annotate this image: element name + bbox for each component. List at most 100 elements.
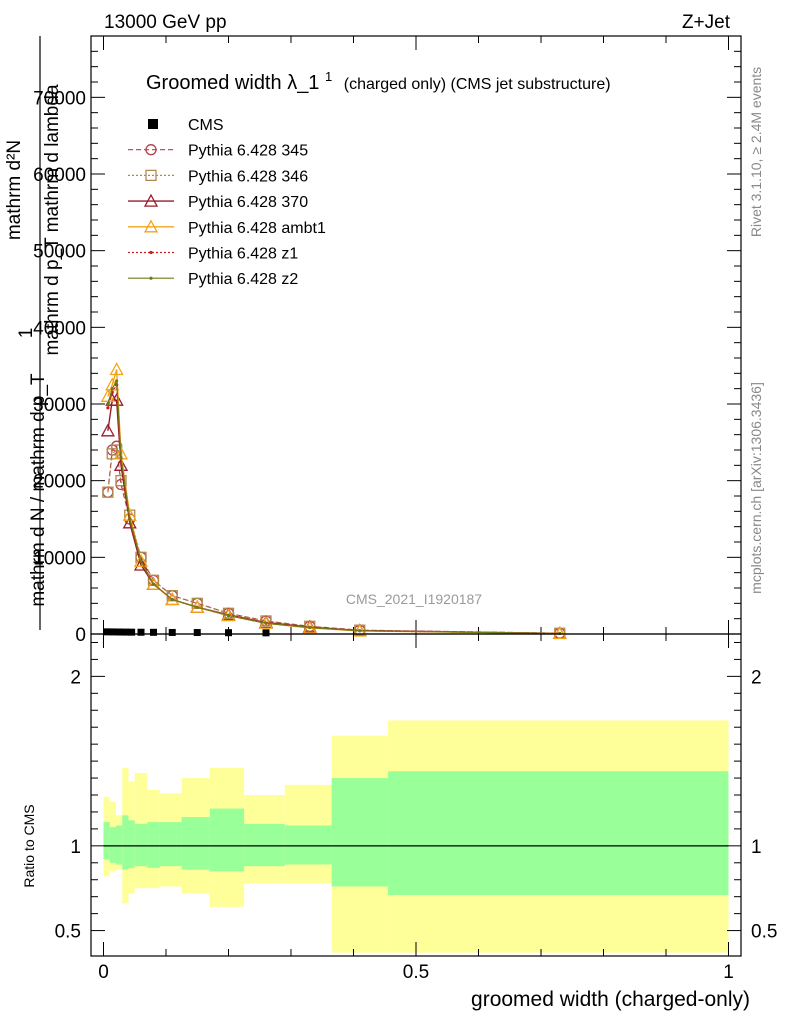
point-cms-9: [225, 629, 232, 637]
main-ylabel-num: 1: [16, 328, 37, 339]
point-cms-8: [193, 629, 201, 637]
point-z2-6: [151, 582, 156, 586]
legend-marker-cms: [148, 119, 158, 129]
legend-label-p370: Pythia 6.428 370: [188, 194, 308, 211]
title-lambda: λ_1: [287, 72, 319, 94]
point-cms-4: [128, 628, 136, 636]
band-inner-8: [181, 817, 210, 870]
ratio-ytick-label-right-0: 0.5: [751, 922, 777, 943]
band-inner-1: [109, 827, 116, 863]
point-cms-5: [137, 628, 145, 636]
point-p370-3: [113, 457, 129, 471]
point-z2-12: [358, 629, 362, 633]
ratio-ytick-label-2: 2: [70, 667, 81, 688]
series-z2: [106, 378, 562, 636]
band-inner-9: [209, 808, 245, 872]
ratio-xtick-label-0: 0: [98, 962, 109, 983]
point-ambt1-6: [146, 576, 161, 590]
point-z2-0: [106, 402, 110, 406]
ratio-panel: 0 0.5 1 0.5 0.5 1 1 2 2: [55, 633, 777, 983]
legend: CMS Pythia 6.428 345 Pythia 6.428 346 Pythi…: [128, 117, 326, 288]
watermark: CMS_2021_I1920187: [346, 591, 482, 607]
point-z2-2: [115, 379, 119, 383]
point-p370-5: [133, 557, 149, 571]
point-cms-6: [150, 628, 157, 636]
main-ytick-label-0: 0: [75, 625, 86, 646]
main-panel: 0 10000 20000 30000 40000 50000 60000 70000: [33, 35, 742, 646]
main-title: Groomed width λ_1 1 (charged only) (CMS …: [146, 64, 611, 94]
ratio-ylabel: Ratio to CMS: [21, 804, 37, 887]
rivet-version-label: Rivet 3.1.10, ≥ 2.4M events: [748, 67, 764, 237]
band-inner-6: [147, 822, 160, 868]
main-ytick-label-3: 30000: [33, 395, 86, 416]
header-left: 13000 GeV pp: [104, 12, 227, 33]
legend-marker-ambt1: [143, 219, 159, 233]
legend-label-cms: CMS: [188, 117, 224, 134]
point-cms-7: [168, 628, 176, 636]
series-cms: [103, 628, 270, 637]
title-main: Groomed width: [146, 72, 282, 94]
main-ytick-label-5: 50000: [33, 242, 86, 263]
point-ambt1-5: [133, 553, 149, 567]
point-ambt1-7: [165, 592, 180, 606]
band-inner-11: [284, 825, 332, 865]
series-line-p345: [107, 444, 560, 634]
point-z2-11: [308, 625, 312, 630]
point-cms-1: [109, 628, 117, 636]
band-inner-13: [387, 771, 729, 895]
main-ytick-label-2: 20000: [33, 472, 86, 493]
legend-marker-p370: [143, 193, 159, 207]
point-z2-8: [195, 605, 199, 609]
point-z2-5: [139, 559, 143, 563]
series-p346: [102, 444, 566, 639]
point-p346-0: [102, 486, 114, 498]
legend-label-p345: Pythia 6.428 345: [188, 143, 308, 160]
band-inner-2: [116, 825, 123, 865]
point-p346-3: [115, 475, 127, 487]
point-cms-3: [121, 628, 129, 636]
main-ylabel-fraction: 1: [16, 328, 37, 339]
point-z2-7: [170, 597, 174, 602]
point-ambt1-2: [109, 362, 124, 376]
point-z2-4: [128, 517, 132, 521]
band-inner-12: [331, 778, 388, 887]
point-z2-1: [110, 387, 114, 391]
legend-label-z2: Pythia 6.428 z2: [188, 271, 298, 288]
main-ylabel-den: mathrm d N / mathrm d p_T: [28, 373, 49, 607]
series-line-z2: [107, 378, 560, 635]
ratio-xtick-label-2: 1: [723, 962, 734, 983]
point-cms-0: [103, 628, 111, 636]
series-p370: [100, 392, 567, 640]
band-inner-5: [134, 823, 148, 867]
point-z2-10: [264, 621, 268, 625]
band-inner-10: [244, 823, 285, 867]
ratio-ytick-label-right-1: 1: [751, 837, 762, 858]
point-z2-9: [226, 614, 231, 618]
ratio-xtick-label-1: 0.5: [403, 962, 429, 983]
point-cms-10: [262, 629, 270, 637]
legend-marker-z2: [149, 276, 153, 280]
series-line-p346: [107, 448, 560, 634]
main-ytick-label-4: 40000: [33, 318, 86, 339]
point-z2-3: [119, 456, 123, 460]
mcplots-label: mcplots.cern.ch [arXiv:1306.3436]: [748, 382, 764, 594]
ratio-ytick-label-0: 0.5: [55, 922, 81, 943]
band-inner-0: [103, 822, 110, 860]
ratio-ytick-label-right-2: 2: [751, 667, 762, 688]
title-rest: (charged only) (CMS jet substructure): [344, 76, 611, 93]
band-inner-3: [122, 815, 129, 870]
header-right: Z+Jet: [682, 12, 731, 33]
main-ytick-label-6: 60000: [33, 165, 86, 186]
band-inner-7: [159, 822, 182, 867]
main-ylabel-top2: mathrm d p_T mathrm d lambda: [42, 84, 63, 355]
ratio-ytick-label-1: 1: [70, 837, 81, 858]
main-ytick-label-1: 10000: [33, 548, 86, 569]
band-inner-4: [128, 820, 135, 868]
series-line-ambt1: [107, 369, 560, 635]
main-ylabel-top: mathrm d²N: [4, 140, 25, 240]
title-sup: 1: [325, 69, 332, 84]
legend-marker-p345: [145, 144, 157, 156]
legend-label-z1: Pythia 6.428 z1: [188, 246, 298, 263]
legend-label-p346: Pythia 6.428 346: [188, 168, 308, 185]
main-ytick-label-7: 70000: [33, 88, 86, 109]
